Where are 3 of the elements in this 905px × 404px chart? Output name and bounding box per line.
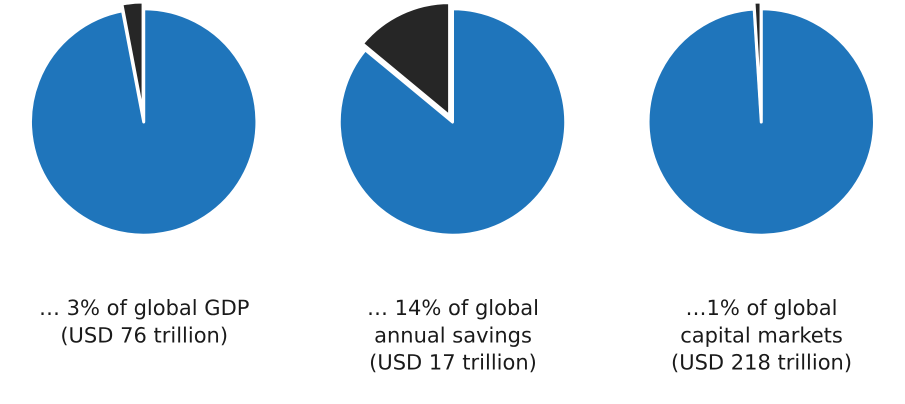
text: … 3% of global GDP (USD 76 trillion) [39,296,250,348]
text: … 14% of global annual savings (USD 17 trillion) [367,296,539,375]
text: …1% of global capital markets (USD 218 trillion) [671,296,852,375]
